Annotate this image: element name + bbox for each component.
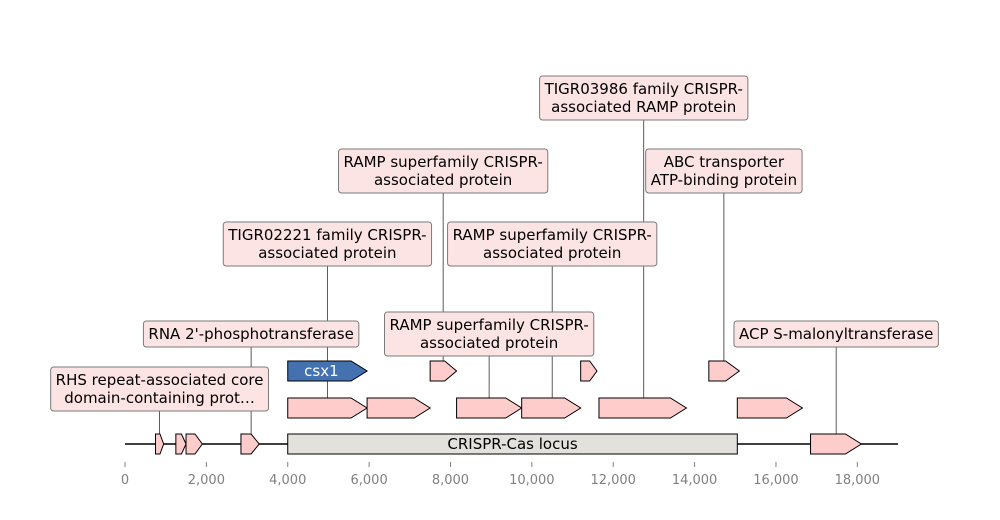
position-axis: 0 2,000 4,000 6,000 8,000 10,000 12,000 14,000 1…: [121, 462, 880, 488]
annotation-text: associated RAMP protein: [551, 98, 736, 116]
axis-tick-label: 8,000: [432, 473, 469, 488]
annotation-label: TIGR02221 family CRISPR-associated prote…: [222, 221, 433, 267]
annotation-label: ACP S-malonyltransferase: [733, 320, 939, 348]
annotation-text: associated protein: [483, 244, 621, 262]
annotation-label: RNA 2'-phosphotransferase: [142, 320, 360, 348]
annotation-text: domain-containing prot…: [64, 389, 255, 407]
gene-arrow: [366, 397, 432, 419]
axis-tick-label: 18,000: [835, 473, 881, 488]
gene-arrow: [521, 397, 582, 419]
gene-arrow-csx1: [287, 360, 369, 382]
annotation-box: [539, 75, 749, 121]
gene-arrow: [175, 433, 187, 455]
annotation-text: associated protein: [258, 244, 396, 262]
annotation-label: RAMP superfamily CRISPR-associated prote…: [338, 148, 549, 194]
annotation-label: RHS repeat-associated coredomain-contain…: [50, 366, 269, 412]
axis-tick-label: 16,000: [753, 473, 799, 488]
annotation-label: RAMP superfamily CRISPR-associated prote…: [447, 221, 658, 267]
annotation-box: [338, 148, 549, 194]
annotation-box: [222, 221, 433, 267]
annotation-box: [142, 320, 360, 348]
axis-tick-label: 10,000: [509, 473, 555, 488]
annotation-text: TIGR03986 family CRISPR-: [544, 80, 743, 98]
annotation-box: [733, 320, 939, 348]
gene-features: csx1: [155, 360, 863, 455]
annotation-text: RAMP superfamily CRISPR-: [453, 226, 652, 244]
gene-arrow: [429, 360, 458, 382]
annotation-box: [50, 366, 269, 412]
annotation-text: ATP-binding protein: [651, 171, 797, 189]
annotation-text: associated protein: [374, 171, 512, 189]
annotation-text: ACP S-malonyltransferase: [739, 325, 933, 343]
axis-tick-label: 12,000: [590, 473, 636, 488]
crispr-cas-locus-box: [287, 433, 738, 455]
gene-arrow: [598, 397, 688, 419]
annotation-box: [645, 148, 803, 194]
annotation-text: RHS repeat-associated core: [56, 371, 264, 389]
gene-arrow: [708, 360, 741, 382]
annotation-text: RNA 2'-phosphotransferase: [148, 325, 353, 343]
gene-arrow: [155, 433, 165, 455]
gene-arrow: [736, 397, 804, 419]
gene-arrow: [240, 433, 260, 455]
gene-name-label: csx1: [304, 362, 338, 380]
axis-tick-label: 4,000: [269, 473, 306, 488]
annotation-text: associated protein: [420, 334, 558, 352]
gene-arrow: [456, 397, 523, 419]
annotation-text: RAMP superfamily CRISPR-: [390, 316, 589, 334]
gene-arrow: [287, 397, 369, 419]
axis-tick-label: 2,000: [188, 473, 225, 488]
gene-arrow: [580, 360, 598, 382]
annotation-text: ABC transporter: [664, 153, 785, 171]
annotation-label: RAMP superfamily CRISPR-associated prote…: [384, 311, 595, 357]
axis-tick-label: 14,000: [672, 473, 718, 488]
gene-arrow: [810, 433, 863, 455]
annotation-text: RAMP superfamily CRISPR-: [344, 153, 543, 171]
annotation-box: [384, 311, 595, 357]
gene-annotations: RHS repeat-associated coredomain-contain…: [50, 75, 939, 412]
annotation-label: TIGR03986 family CRISPR-associated RAMP …: [539, 75, 749, 121]
axis-tick-label: 6,000: [351, 473, 388, 488]
annotation-text: TIGR02221 family CRISPR-: [227, 226, 426, 244]
crispr-cas-locus-label: CRISPR-Cas locus: [447, 435, 577, 453]
gene-arrow: [185, 433, 203, 455]
annotation-box: [447, 221, 658, 267]
axis-tick-label: 0: [121, 473, 129, 488]
